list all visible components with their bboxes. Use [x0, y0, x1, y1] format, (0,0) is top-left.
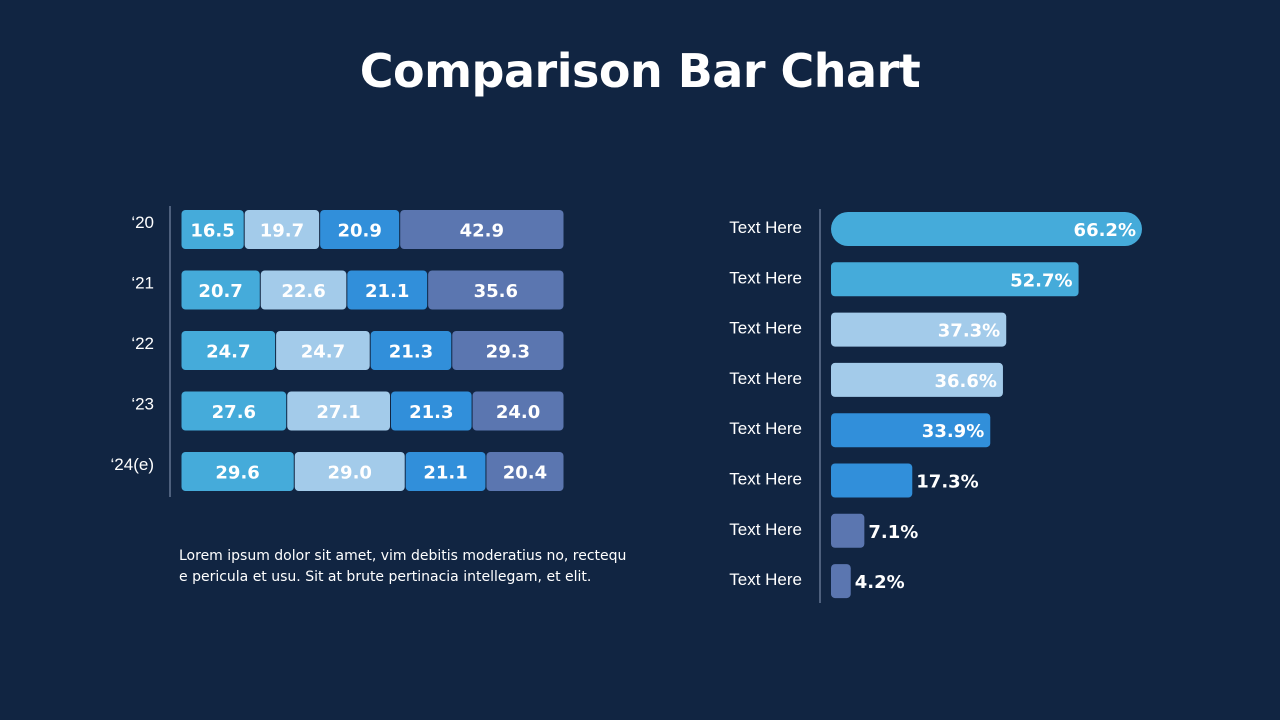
percentage-bar-value-label: 7.1% [868, 522, 918, 543]
stacked-bar-segment [391, 391, 472, 431]
percentage-bar-chart: Text Here 66.2% Text Here 52.7% Text Here 37.… [729, 209, 1142, 603]
stacked-category-label: ‘21 [131, 274, 154, 293]
bar-category-label: Text Here [729, 319, 802, 338]
percentage-bar [831, 463, 913, 498]
stacked-bar-value-label: 20.7 [198, 281, 242, 302]
stacked-bar-value-label: 21.3 [389, 342, 433, 363]
stacked-bar-value-label: 21.3 [409, 402, 453, 423]
stacked-bar-value-label: 27.6 [212, 402, 256, 423]
stacked-category-label: ‘23 [131, 395, 154, 414]
stacked-bar-value-label: 20.4 [503, 463, 547, 484]
stacked-bar-segment [428, 270, 564, 310]
stacked-bar-segment [181, 270, 260, 310]
stacked-bar-segment [347, 270, 428, 310]
percentage-bar-value-label: 36.6% [934, 371, 996, 392]
stacked-bar-value-label: 29.0 [328, 463, 372, 484]
percentage-bar-value-label: 37.3% [938, 321, 1000, 342]
stacked-bar-value-label: 16.5 [190, 221, 234, 242]
stacked-bar-segment [320, 210, 400, 249]
stacked-bar-value-label: 35.6 [474, 281, 518, 302]
stacked-bar-value-label: 24.7 [206, 342, 250, 363]
bar-category-label: Text Here [729, 520, 802, 539]
percentage-bar [831, 362, 1003, 397]
percentage-bar [831, 262, 1079, 297]
percentage-bar [831, 413, 991, 448]
stacked-bar-segment [452, 331, 564, 370]
percentage-bar-value-label: 66.2% [1074, 220, 1136, 241]
bar-category-label: Text Here [729, 369, 802, 388]
stacked-bar-segment [294, 452, 405, 491]
stacked-bar-segment [370, 331, 452, 370]
stacked-bar-value-label: 20.9 [337, 221, 381, 242]
stacked-bar-value-label: 24.7 [301, 342, 345, 363]
stacked-category-label: ‘22 [131, 334, 154, 353]
percentage-bar [831, 513, 865, 548]
bar-category-label: Text Here [729, 218, 802, 237]
stacked-bar-segment [181, 391, 287, 431]
stacked-bar-segment [472, 391, 564, 431]
stacked-bar-value-label: 42.9 [460, 221, 504, 242]
bar-category-label: Text Here [729, 268, 802, 287]
description-text: Lorem ipsum dolor sit amet, vim debitis … [179, 548, 627, 585]
bar-category-label: Text Here [729, 570, 802, 589]
percentage-bar [831, 312, 1007, 347]
stacked-bar-segment [244, 210, 320, 249]
percentage-bar-value-label: 33.9% [922, 421, 984, 442]
percentage-bar [831, 564, 851, 599]
stacked-bar-segment [181, 210, 244, 249]
stacked-category-label: ‘24(e) [111, 455, 154, 474]
stacked-bar-segment [405, 452, 486, 491]
stacked-bar-value-label: 29.3 [486, 342, 530, 363]
stacked-bar-segment [260, 270, 347, 310]
stacked-bar-value-label: 22.6 [281, 281, 325, 302]
percentage-bar-value-label: 52.7% [1010, 270, 1072, 291]
stacked-bar-value-label: 27.1 [316, 402, 360, 423]
percentage-bar-value-label: 17.3% [916, 472, 978, 493]
stacked-bar-value-label: 24.0 [496, 402, 540, 423]
stacked-bar-chart: ‘20 16.5 19.7 20.9 42.9 ‘21 20.7 22.6 21.1 35.6 ‘2… [111, 206, 564, 497]
stacked-bar-segment [400, 210, 564, 249]
stacked-bar-value-label: 21.1 [365, 281, 409, 302]
percentage-bar [831, 212, 1142, 246]
bar-category-label: Text Here [729, 419, 802, 438]
stacked-bar-value-label: 29.6 [215, 463, 259, 484]
stacked-bar-segment [181, 331, 276, 370]
stacked-bar-segment [486, 452, 564, 491]
stacked-bar-segment [181, 452, 294, 491]
stacked-bar-segment [287, 391, 391, 431]
stacked-bar-value-label: 21.1 [423, 463, 467, 484]
bar-category-label: Text Here [729, 470, 802, 489]
stacked-bar-segment [276, 331, 370, 370]
page-title: Comparison Bar Chart [359, 44, 921, 98]
stacked-bar-value-label: 19.7 [260, 221, 304, 242]
percentage-bar-value-label: 4.2% [855, 572, 905, 593]
stacked-category-label: ‘20 [131, 213, 154, 232]
